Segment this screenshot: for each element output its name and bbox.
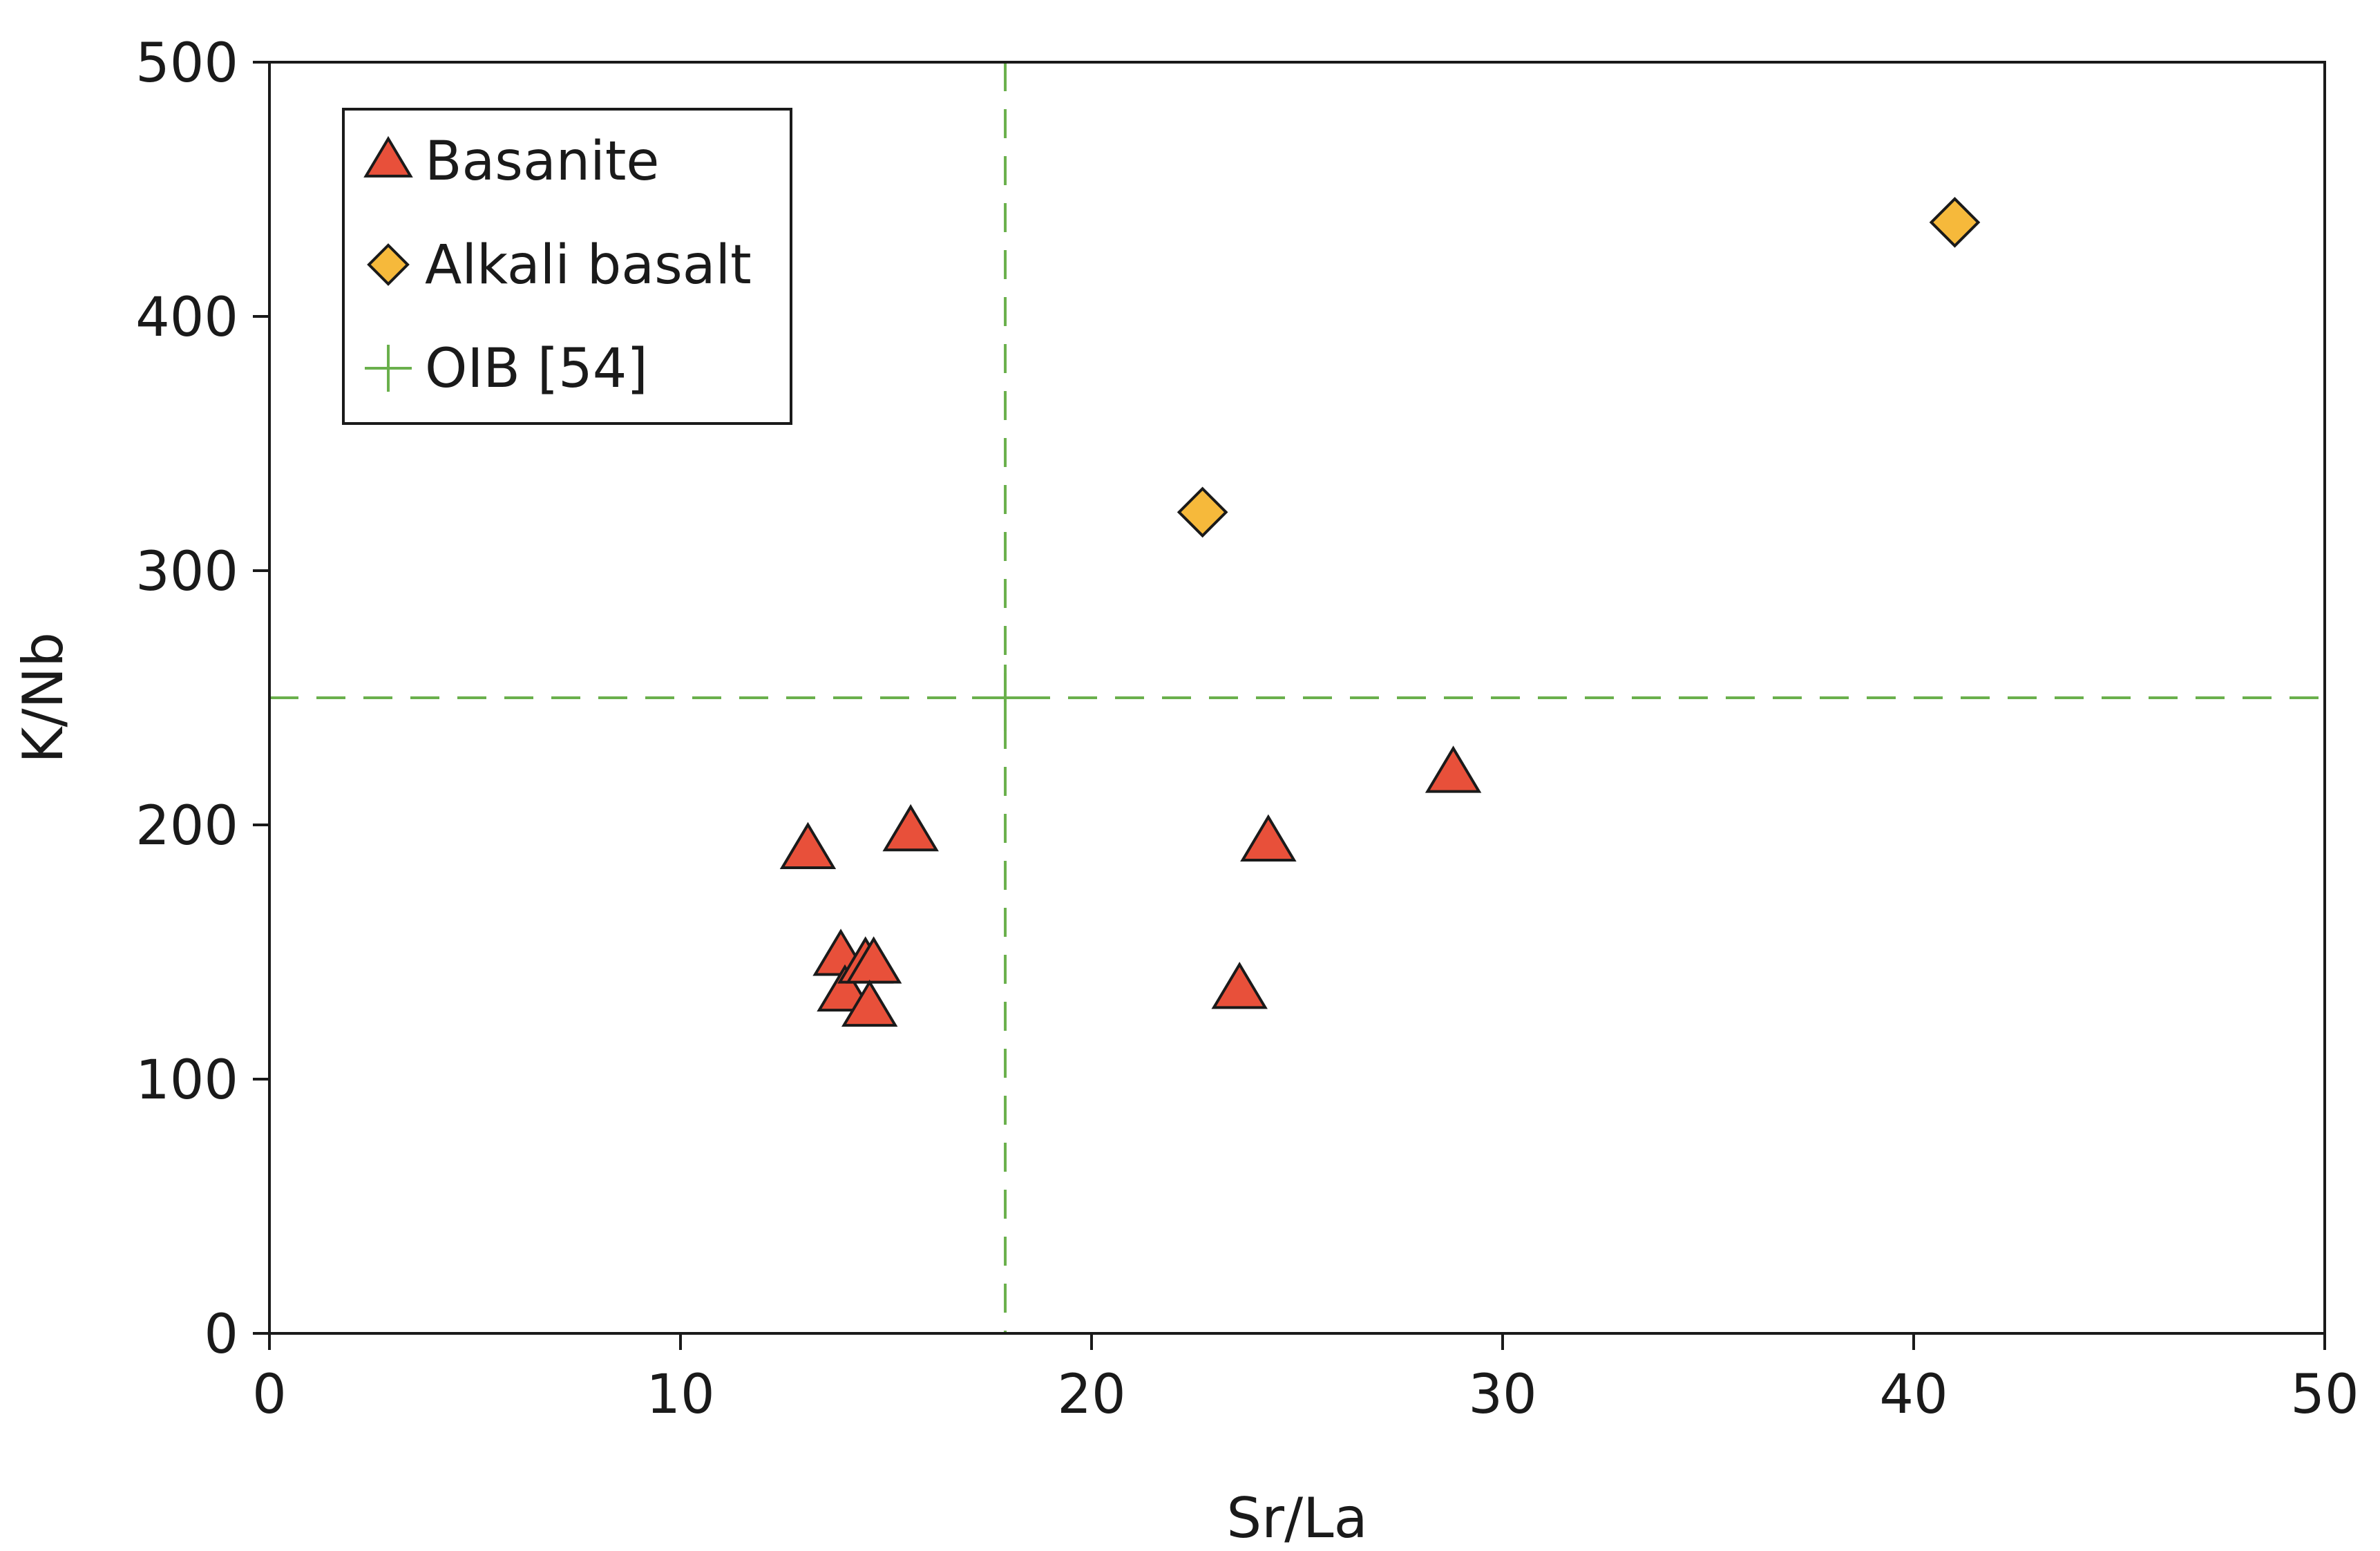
basanite-point: [841, 979, 898, 1027]
x-tick-label: 20: [1057, 1364, 1125, 1426]
basanite-point: [779, 821, 837, 869]
legend-label: Basanite: [425, 131, 659, 193]
data-points: [779, 197, 1981, 1027]
basanite-point: [1240, 814, 1297, 862]
basanite-point: [1211, 962, 1268, 1009]
legend-box: [342, 108, 792, 425]
legend-cross-marker: [365, 345, 412, 392]
y-tick-label: 0: [204, 1304, 238, 1366]
x-tick-label: 30: [1468, 1364, 1536, 1426]
alkali-basalt-point: [1929, 197, 1981, 248]
x-tick-label: 40: [1879, 1364, 1948, 1426]
y-tick-label: 400: [135, 287, 238, 349]
legend-diamond-marker: [367, 243, 410, 286]
y-tick-label: 100: [135, 1049, 238, 1112]
x-axis-title: Sr/La: [1226, 1486, 1367, 1550]
y-tick-label: 200: [135, 795, 238, 857]
x-tick-label: 50: [2290, 1364, 2359, 1426]
x-tick-label: 10: [646, 1364, 714, 1426]
alkali-basalt-point: [1177, 486, 1228, 538]
y-tick-label: 500: [135, 32, 238, 95]
oib-point: [972, 665, 1039, 731]
x-tick-label: 0: [252, 1364, 287, 1426]
basanite-point: [882, 803, 939, 852]
legend-label: Alkali basalt: [425, 234, 752, 296]
basanite-point: [817, 964, 873, 1012]
y-tick-label: 300: [135, 541, 238, 603]
basanite-point: [1425, 745, 1482, 793]
legend-triangle-marker: [363, 135, 413, 178]
plot-frame: [268, 61, 2326, 1335]
basanite-point: [845, 936, 902, 984]
y-axis-title: K/Nb: [11, 632, 75, 763]
legend-label: OIB [54]: [425, 338, 648, 400]
legend: Basanite Alkali basalt OIB [54]: [342, 108, 792, 425]
